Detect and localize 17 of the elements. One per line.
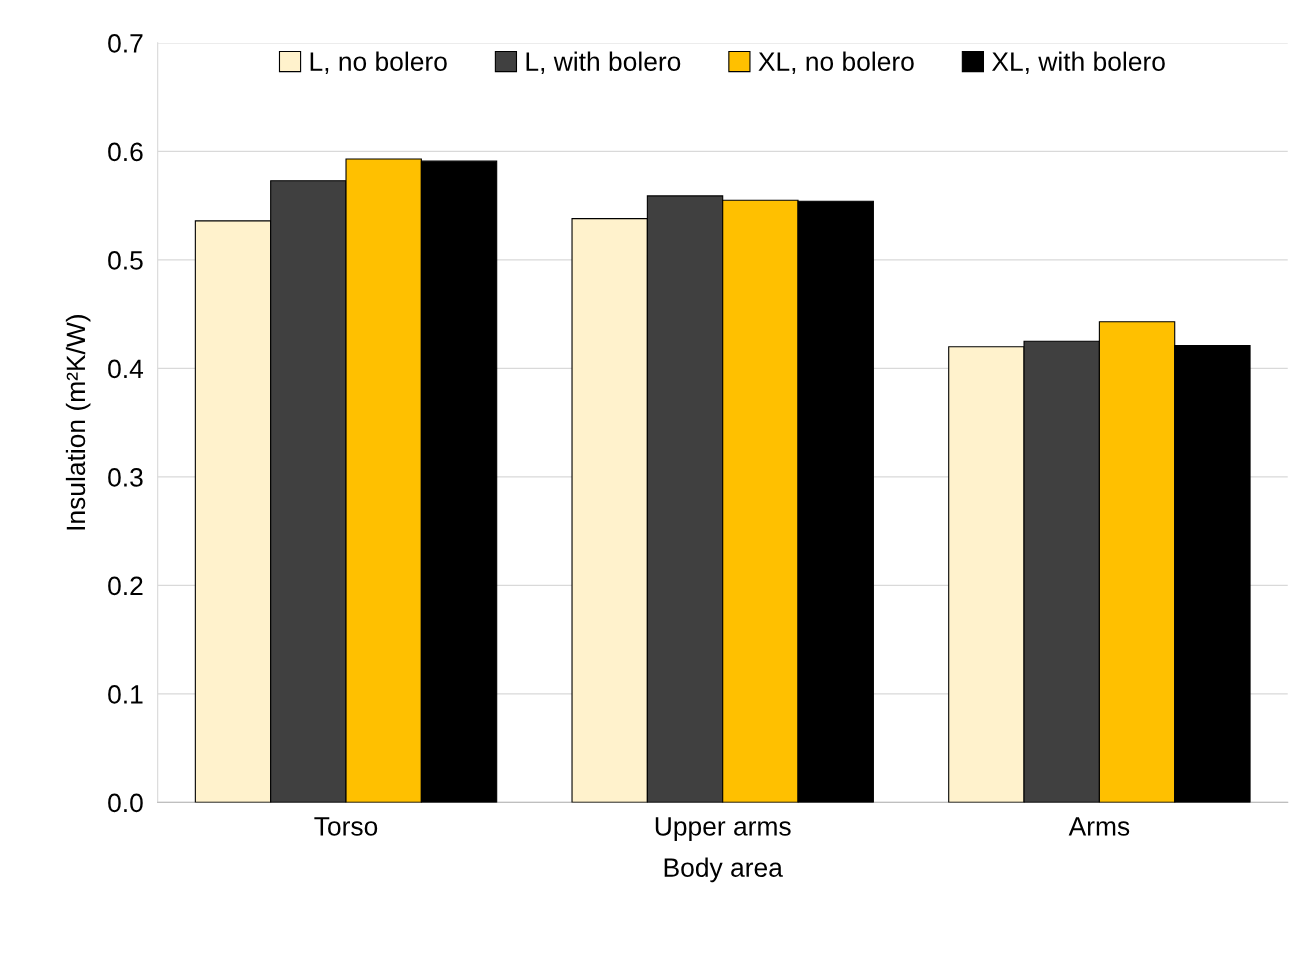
y-tick-label: 0.1	[108, 685, 143, 704]
y-tick-label: 0.4	[108, 359, 144, 379]
y-tick-label: 0.5	[108, 251, 143, 270]
x-tick-label: Upper arms	[655, 817, 791, 841]
y-tick-label: 0.3	[108, 468, 143, 487]
legend-label: XL, with bolero	[991, 51, 1165, 75]
y-tick-label: 0.6	[108, 142, 143, 162]
x-tick-label: Arms	[1068, 817, 1130, 836]
legend-label: XL, no bolero	[758, 51, 914, 75]
x-tick-label: Torso	[314, 817, 378, 836]
y-axis-title: Insulation (m²K/W)	[65, 315, 91, 530]
y-tick-label: 0.7	[108, 34, 143, 53]
x-axis-title: Body area	[664, 857, 783, 883]
legend-label: L, no bolero	[310, 51, 447, 75]
legend-label: L, with bolero	[526, 51, 681, 75]
y-tick-label: 0.0	[108, 793, 143, 813]
y-tick-label: 0.2	[108, 576, 143, 596]
